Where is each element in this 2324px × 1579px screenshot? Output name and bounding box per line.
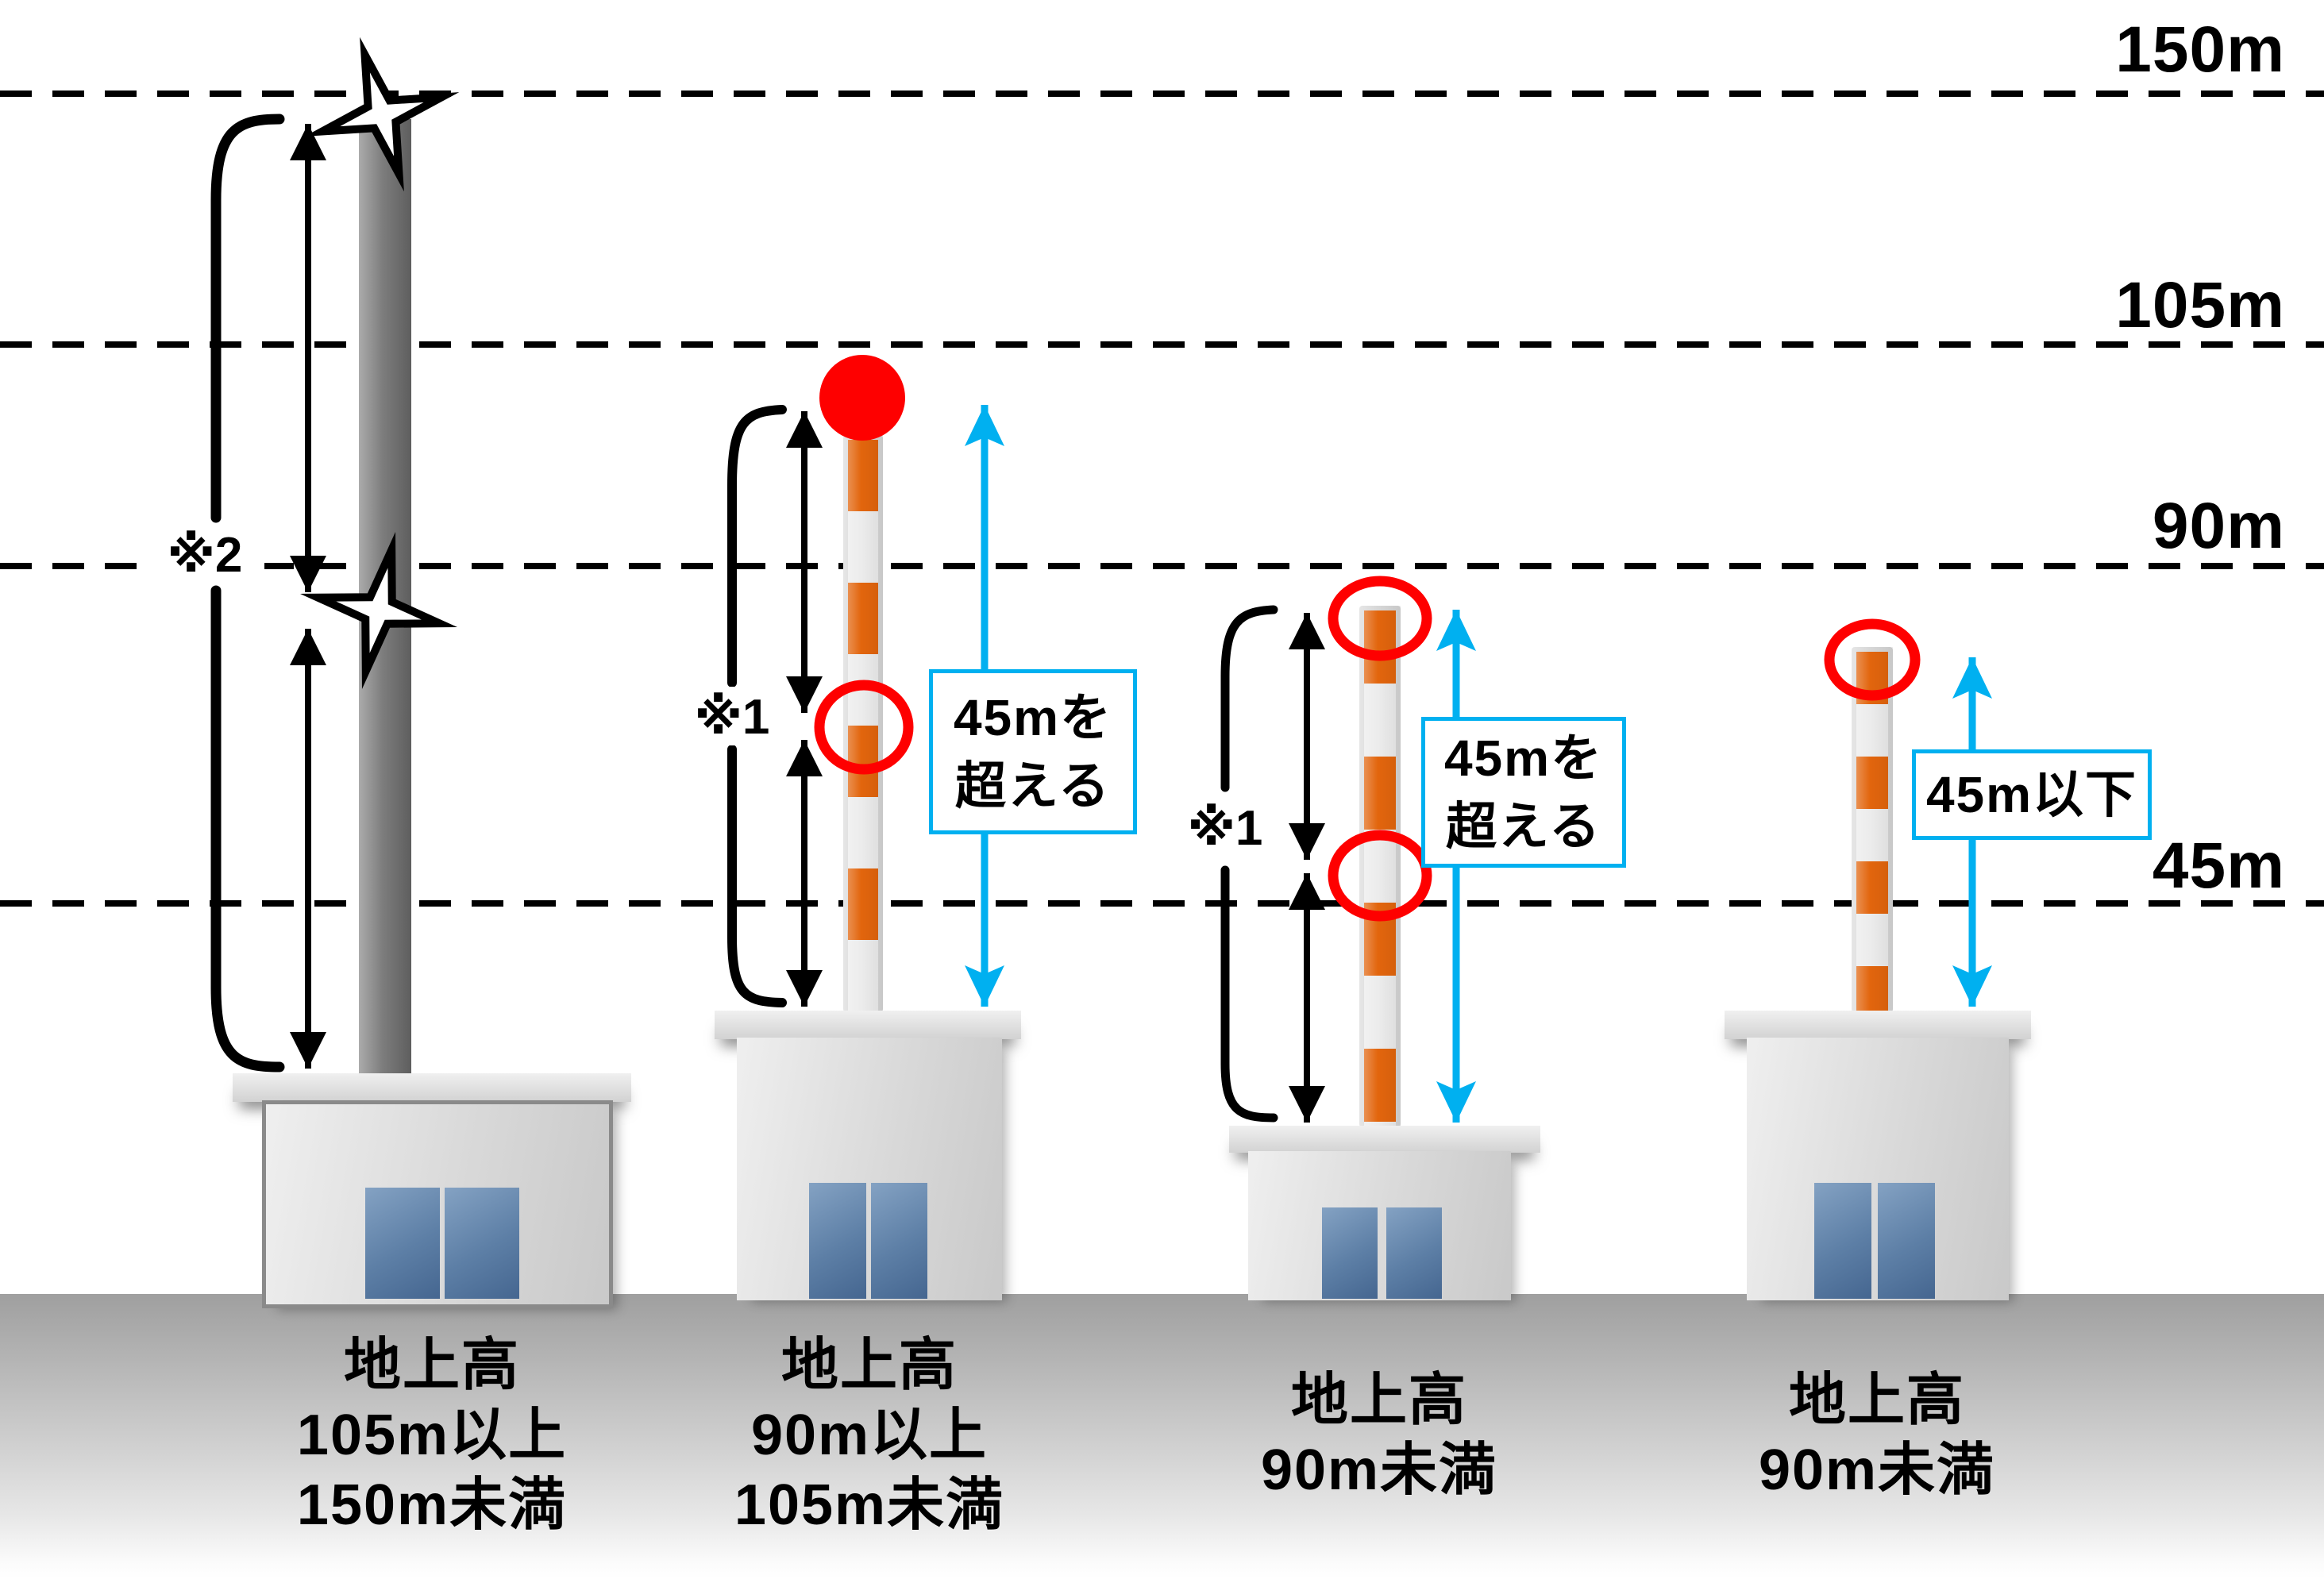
ground-label-line: 150m未満	[296, 1473, 568, 1537]
structure1-door-right	[445, 1188, 519, 1299]
structure3-roof	[1229, 1126, 1540, 1153]
height-note-line: 超える	[954, 757, 1112, 815]
structure2-door-left	[809, 1183, 866, 1299]
ground-label-line: 地上高	[343, 1334, 520, 1397]
structure2-note-label: ※1	[673, 687, 792, 745]
height-note-line: 超える	[1445, 798, 1602, 855]
ground-label-line: 105m以上	[296, 1404, 568, 1467]
structure3-ground-label: 地上高 90m未満	[1181, 1327, 1578, 1543]
structure4-ground-label: 地上高 90m未満	[1678, 1327, 2075, 1543]
structure2-building	[737, 1038, 1002, 1300]
structure3-pole-sheen	[1359, 606, 1401, 1127]
ground-band	[0, 1294, 2324, 1579]
structure3-building	[1248, 1151, 1511, 1300]
structure1-door-left	[365, 1188, 440, 1299]
ground-label-line: 90m以上	[750, 1404, 989, 1467]
structure3-door-right	[1386, 1207, 1442, 1299]
structure1-roof	[233, 1073, 631, 1102]
structure4-pole-sheen	[1852, 647, 1893, 1012]
structure2-height-note-box: 45mを 超える	[929, 669, 1137, 834]
ground-label-line: 地上高	[780, 1334, 958, 1397]
ground-label-line: 90m未満	[1260, 1438, 1498, 1502]
structure1-range-bracket	[210, 114, 285, 1073]
ground-label-line: 地上高	[1788, 1369, 1965, 1432]
structure4-door-left	[1814, 1183, 1871, 1299]
ground-label-line: 105m未満	[734, 1473, 1005, 1537]
structure4-door-right	[1878, 1183, 1935, 1299]
axis-label-150m: 150m	[2115, 13, 2285, 86]
height-note-line: 45mを	[1443, 730, 1604, 787]
height-note-line: 45m以下	[1925, 766, 2138, 823]
axis-label-105m: 105m	[2115, 269, 2285, 341]
structure4-roof	[1725, 1011, 2031, 1039]
ground-label-line: 地上高	[1290, 1369, 1467, 1432]
structure2-roof	[715, 1011, 1021, 1039]
structure2-door-right	[871, 1183, 927, 1299]
ground-label-line: 90m未満	[1758, 1438, 1996, 1502]
axis-label-90m: 90m	[2152, 490, 2285, 562]
structure4-pole-stripes	[1856, 652, 1888, 1011]
structure1-ground-label: 地上高 105m以上 150m未満	[233, 1327, 630, 1543]
structure4-striped-pole	[1852, 647, 1893, 1012]
structure2-ground-label: 地上高 90m以上 105m未満	[671, 1327, 1068, 1543]
structure4-height-note-box: 45m以下	[1912, 749, 2152, 840]
structure2-striped-pole	[843, 435, 883, 1012]
aviation-red-light-icon	[819, 355, 905, 441]
structure3-striped-pole	[1359, 606, 1401, 1127]
height-note-line: 45mを	[953, 689, 1113, 746]
structure3-height-note-box: 45mを 超える	[1421, 717, 1626, 868]
structure2-pole-sheen	[843, 435, 883, 1012]
structure1-mast	[359, 119, 411, 1100]
structure3-range-bracket	[1220, 605, 1278, 1123]
structure3-note-label: ※1	[1166, 798, 1285, 857]
structure1-note-label: ※2	[145, 525, 264, 583]
structure3-door-left	[1322, 1207, 1378, 1299]
axis-label-45m: 45m	[2152, 830, 2285, 902]
